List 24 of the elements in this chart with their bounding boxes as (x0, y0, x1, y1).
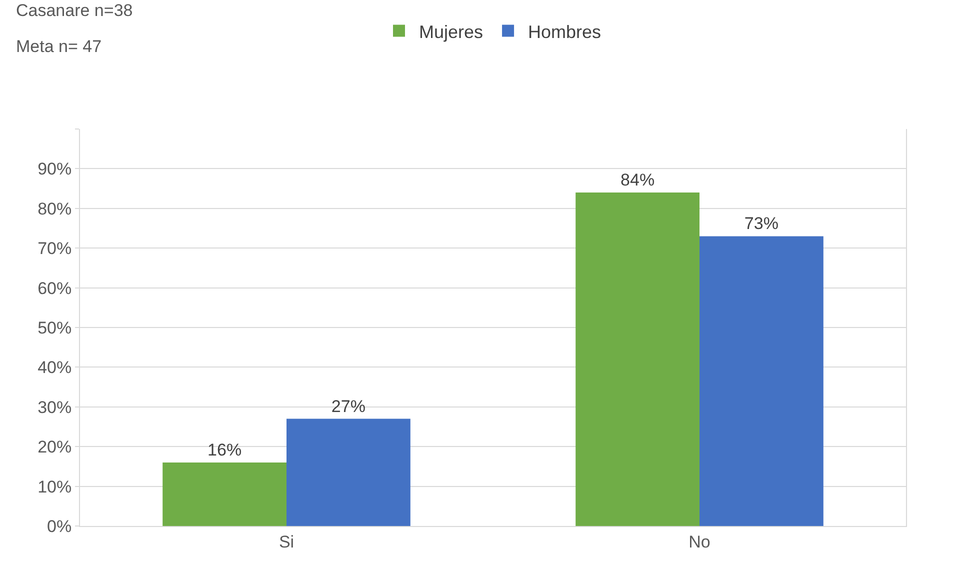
legend-label: Hombres (528, 22, 602, 42)
x-tick-label: No (688, 532, 710, 552)
x-tick-label: Si (278, 532, 294, 552)
y-tick-label: 30% (38, 398, 72, 417)
y-tick-label: 10% (38, 477, 72, 496)
bar (700, 236, 824, 526)
y-tick-label: 80% (38, 199, 72, 218)
data-label: 16% (208, 440, 242, 460)
text: Meta n= 47 (16, 37, 102, 56)
data-label: 84% (620, 170, 655, 190)
y-tick-label: 0% (47, 516, 72, 536)
y-tick-label: 90% (38, 160, 72, 179)
legend-label: Mujeres (419, 22, 484, 42)
y-tick-label: 50% (38, 318, 72, 338)
y-tick-label: 40% (38, 358, 72, 378)
bar (162, 462, 286, 526)
text: Casanare n=38 (16, 1, 133, 20)
data-label: 27% (331, 396, 366, 416)
data-label: 73% (744, 214, 778, 234)
y-tick-label: 70% (38, 239, 72, 258)
bar (286, 418, 410, 526)
bar (576, 192, 700, 526)
y-tick-label: 20% (38, 438, 72, 457)
y-tick-label: 60% (38, 278, 72, 298)
